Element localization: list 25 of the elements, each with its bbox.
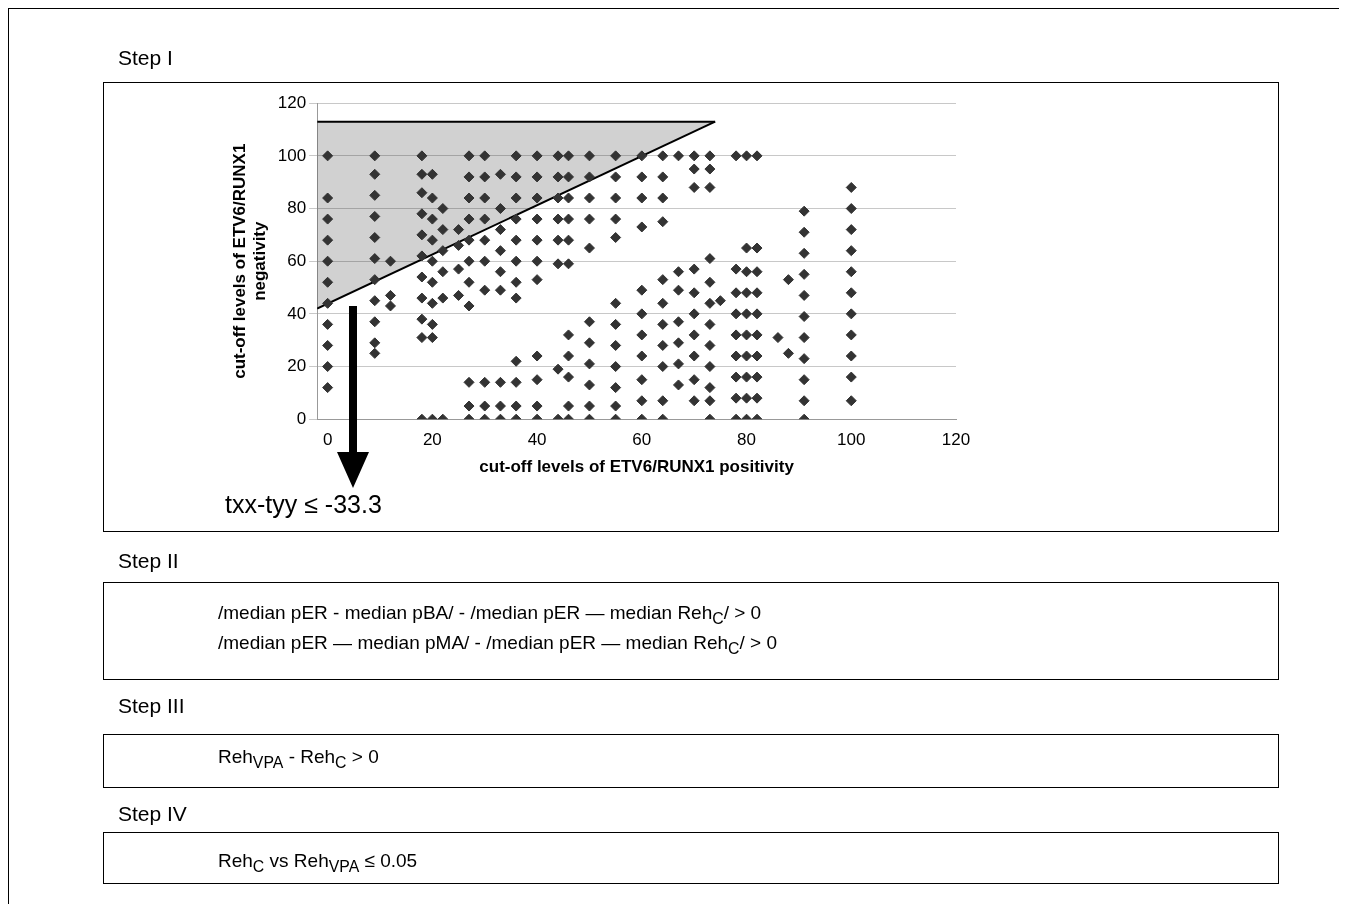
y-tick-label: 40 [287, 303, 307, 323]
text: Step I [118, 46, 173, 70]
x-tick-label: 60 [632, 430, 652, 450]
text: Step IV [118, 802, 187, 826]
x-tick-label: 0 [322, 430, 333, 450]
text: Reh$_{VPA}$ - Reh$_{C}$ > 0 [218, 746, 379, 772]
text: txx-tyy ≤ -33.3 [225, 490, 382, 519]
text: Reh$_{C}$ vs Reh$_{VPA}$ ≤ 0.05 [218, 850, 418, 876]
x-axis-title: cut-off levels of ETV6/RUNX1 positivity [479, 457, 795, 477]
y-tick-label: 100 [277, 145, 307, 165]
y-tick-label: 20 [287, 356, 307, 376]
x-tick-label: 100 [837, 430, 866, 450]
x-tick-label: 80 [737, 430, 757, 450]
x-tick-label: 120 [941, 430, 971, 450]
y-tick-label: 0 [296, 408, 307, 428]
y-axis-title: cut-off levels of ETV6/RUNX1 negativity [229, 143, 270, 379]
text: /median pER - median pBA/ - /median pER — median Reh$_{C}$/ > 0 [218, 602, 762, 628]
text: Step III [118, 694, 185, 718]
y-tick-label: 120 [277, 92, 307, 112]
x-tick-label: 20 [422, 430, 442, 450]
y-tick-label: 80 [287, 198, 307, 218]
text: Step II [118, 549, 179, 573]
x-tick-label: 40 [527, 430, 547, 450]
y-tick-label: 60 [287, 250, 307, 270]
text: /median pER — median pMA/ - /median pER — median Reh$_{C}$/ > 0 [218, 632, 777, 658]
